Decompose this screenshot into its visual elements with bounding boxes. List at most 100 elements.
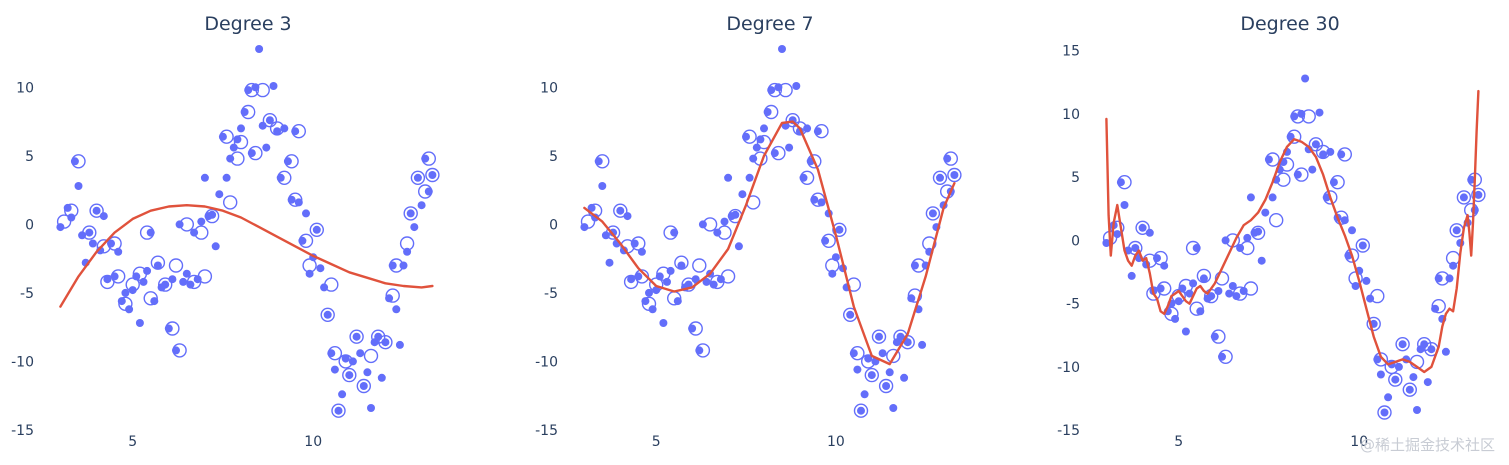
data-point (867, 371, 876, 380)
data-point (1358, 241, 1367, 250)
selected-point-ring (64, 203, 79, 218)
y-tick-label: -10 (11, 354, 34, 370)
selected-point-ring (778, 82, 793, 98)
selected-point-ring (853, 403, 869, 418)
data-point (1225, 289, 1234, 298)
data-point (200, 173, 209, 182)
selected-point-ring (378, 335, 393, 350)
selected-point-ring (832, 222, 847, 238)
selected-point-ring (338, 354, 353, 369)
data-point (88, 239, 97, 248)
selected-point-ring (168, 258, 184, 273)
selected-point-ring (197, 269, 213, 284)
data-point (1409, 373, 1418, 382)
data-point (208, 210, 217, 219)
y-tick-label: -15 (535, 423, 558, 439)
y-tick-label: 5 (549, 149, 558, 165)
selected-point-ring (1323, 190, 1338, 205)
y-tick-label: 0 (549, 217, 558, 233)
selected-point-ring (82, 225, 97, 240)
selected-point-ring (1243, 281, 1259, 296)
data-point (878, 349, 887, 358)
data-point (1398, 340, 1407, 349)
data-point (356, 349, 365, 358)
data-point (659, 319, 668, 327)
data-point (928, 209, 937, 218)
data-point (233, 135, 242, 144)
data-point (410, 223, 419, 232)
selected-point-ring (410, 170, 426, 186)
selected-point-ring (425, 167, 440, 183)
data-point (63, 203, 72, 212)
data-point (312, 225, 321, 234)
data-point (673, 297, 682, 306)
selected-point-ring (1290, 109, 1306, 124)
data-point (1228, 282, 1237, 290)
selected-point-ring (663, 225, 678, 240)
data-point (153, 261, 162, 270)
selected-point-ring (230, 151, 245, 166)
selected-point-ring (309, 222, 324, 238)
selected-point-ring (291, 123, 306, 139)
data-point (587, 203, 596, 212)
selected-point-ring (403, 206, 418, 221)
data-point (1268, 193, 1277, 202)
data-point (1174, 297, 1183, 306)
selected-point-ring (1178, 278, 1194, 294)
selected-point-ring (56, 214, 72, 229)
data-point (222, 173, 231, 182)
data-point (1243, 233, 1252, 242)
selected-point-ring (810, 192, 826, 207)
y-tick-label: 5 (25, 149, 34, 165)
y-tick-label: -10 (1057, 360, 1080, 376)
selected-point-ring (1373, 352, 1389, 367)
data-point (1254, 227, 1263, 236)
selected-point-ring (327, 346, 343, 361)
data-point (1405, 385, 1414, 394)
selected-point-ring (1211, 329, 1226, 344)
data-point (211, 242, 220, 251)
data-point (150, 297, 159, 306)
panel-title: Degree 7 (726, 13, 813, 35)
selected-point-ring (764, 104, 779, 120)
data-point (641, 297, 650, 306)
selected-point-ring (943, 151, 958, 166)
selected-point-ring (298, 233, 314, 249)
y-tick-label: 10 (540, 80, 558, 96)
data-point (745, 173, 754, 182)
selected-point-ring (1189, 301, 1204, 316)
selected-point-ring (631, 236, 646, 251)
data-point (1138, 223, 1147, 232)
data-point (627, 275, 636, 284)
data-point (161, 280, 170, 289)
data-point (330, 365, 339, 374)
selected-point-ring (139, 225, 155, 240)
selected-point-ring (702, 217, 718, 232)
data-point (265, 116, 274, 125)
selected-point-ring (1196, 268, 1212, 284)
selected-point-ring (674, 255, 689, 270)
selected-point-ring (1315, 144, 1331, 160)
selected-point-ring (1286, 129, 1302, 144)
data-point (1315, 108, 1324, 117)
selected-point-ring (886, 348, 901, 364)
x-tick-label: 10 (1350, 434, 1368, 450)
selected-point-ring (1431, 299, 1446, 314)
data-point (121, 288, 130, 297)
panel-title: Degree 3 (204, 13, 291, 35)
data-point (179, 277, 188, 286)
data-point (749, 154, 758, 163)
data-point (1423, 378, 1432, 387)
panel-degree-7: Degree 7 -15 -10 -5 0 5 10 5 10 (535, 13, 962, 450)
data-point (255, 45, 264, 53)
selected-point-ring (262, 112, 278, 128)
data-point (1441, 347, 1450, 356)
data-point (846, 310, 855, 319)
selected-point-ring (399, 236, 415, 251)
selected-point-ring (219, 129, 234, 144)
panel-degree-3: Degree 3 -15 -10 -5 0 5 10 5 10 (11, 13, 440, 450)
x-tick-label: 10 (304, 434, 322, 450)
data-point (835, 225, 844, 234)
data-point (1120, 201, 1129, 209)
data-point (197, 217, 206, 226)
